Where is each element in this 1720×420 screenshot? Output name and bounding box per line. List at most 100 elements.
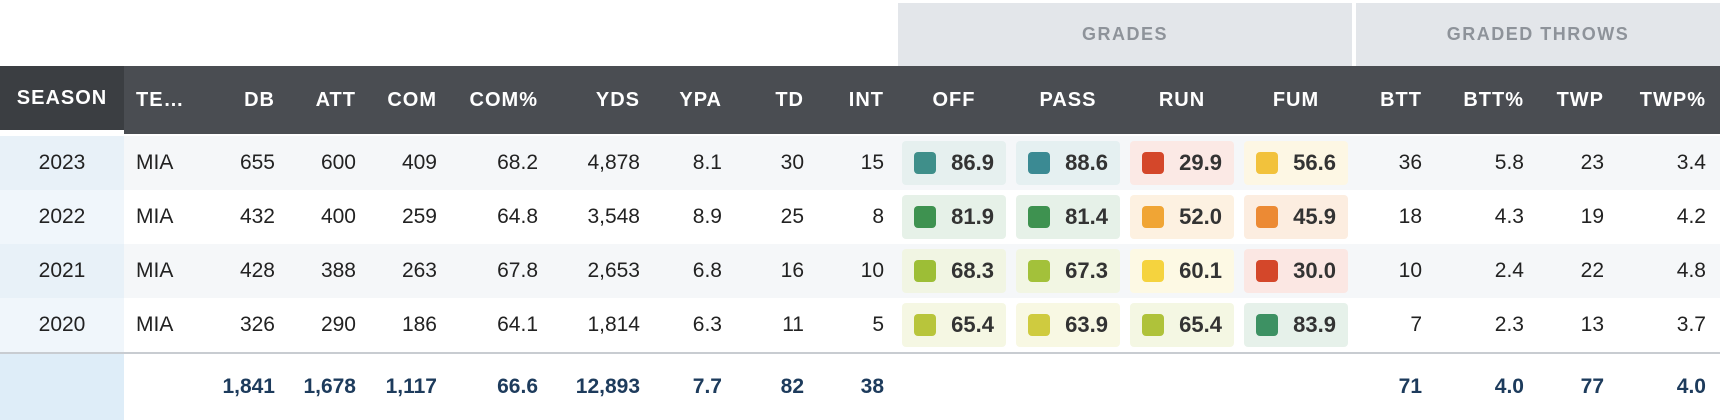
column-header-com-pct[interactable]: COM% [469,88,538,111]
grade-value: 45.9 [1293,204,1336,229]
column-header-run[interactable]: RUN [1158,88,1206,111]
grade-swatch-icon [1142,260,1164,282]
fum-grade: 45.9 [1244,195,1348,239]
grade-swatch-icon [914,314,936,336]
grade-value: 81.9 [951,204,994,229]
ypa-cell: 6.3 [692,313,722,336]
column-header-td[interactable]: TD [775,88,804,111]
total-ypa: 7.7 [692,375,722,398]
td-cell: 25 [780,205,804,228]
total-int: 38 [860,375,884,398]
column-header-com[interactable]: COM [387,88,437,111]
season-cell: 2020 [0,298,124,352]
fum-grade: 56.6 [1244,141,1348,185]
yds-cell: 1,814 [587,313,640,336]
table-row[interactable]: 2023 MIA 655 600 409 68.2 4,878 8.1 30 15 36 5.8 23 3… [0,136,1720,190]
grade-swatch-icon [1142,206,1164,228]
twp-cell: 23 [1580,151,1604,174]
td-cell: 11 [782,313,804,336]
column-header-ypa[interactable]: YPA [679,88,722,111]
column-header-yds[interactable]: YDS [595,88,640,111]
column-header-db[interactable]: DB [244,88,275,111]
team-cell: MIA [136,151,174,174]
table-row[interactable]: 2020 MIA 326 290 186 64.1 1,814 6.3 11 5 7 2.3 13 3.7… [0,298,1720,352]
pass-grade: 81.4 [1016,195,1120,239]
pass-grade: 67.3 [1016,249,1120,293]
team-cell: MIA [136,259,174,282]
grade-swatch-icon [914,152,936,174]
int-cell: 10 [860,259,884,282]
group-header-row: GRADES GRADED THROWS [0,0,1720,66]
grade-swatch-icon [1256,152,1278,174]
grade-swatch-icon [1142,314,1164,336]
team-cell: MIA [136,205,174,228]
column-header-season[interactable]: SEASON [0,66,124,134]
com-cell: 259 [401,205,437,228]
grade-value: 65.4 [1179,312,1222,337]
column-header-off[interactable]: OFF [932,88,976,111]
team-cell: MIA [136,313,174,336]
grade-swatch-icon [1028,152,1050,174]
grade-swatch-icon [1028,206,1050,228]
att-cell: 388 [320,259,356,282]
btt-cell: 7 [1410,313,1422,336]
column-header-twp-pct[interactable]: TWP% [1639,88,1706,111]
totals-divider [0,352,1720,354]
total-yds: 12,893 [575,375,640,398]
column-header-int[interactable]: INT [848,88,884,111]
total-db: 1,841 [222,375,275,398]
grade-swatch-icon [1256,260,1278,282]
db-cell: 655 [239,151,275,174]
grade-swatch-icon [1256,206,1278,228]
td-cell: 30 [780,151,804,174]
column-header-row: SEASON TE… DB ATT COM COM% YDS YPA TD IN… [0,66,1720,134]
season-cell: 2023 [0,136,124,190]
off-grade: 65.4 [902,303,1006,347]
grade-value: 68.3 [951,258,994,283]
com-cell: 263 [401,259,437,282]
ypa-cell: 8.9 [692,205,722,228]
btt-cell: 36 [1398,151,1422,174]
int-cell: 15 [860,151,884,174]
btt-pct-cell: 2.3 [1494,313,1524,336]
fum-grade: 30.0 [1244,249,1348,293]
com-cell: 409 [401,151,437,174]
total-twp: 77 [1580,375,1604,398]
grade-value: 56.6 [1293,150,1336,175]
total-btt: 71 [1398,375,1422,398]
column-header-twp[interactable]: TWP [1556,88,1604,111]
group-header-grades: GRADES [898,3,1352,66]
grade-value: 52.0 [1179,204,1222,229]
totals-season-cell [0,354,124,420]
column-header-team[interactable]: TE… [136,88,185,111]
column-header-fum[interactable]: FUM [1272,88,1320,111]
db-cell: 326 [239,313,275,336]
btt-cell: 10 [1398,259,1422,282]
off-grade: 68.3 [902,249,1006,293]
grade-value: 29.9 [1179,150,1222,175]
table-row[interactable]: 2021 MIA 428 388 263 67.8 2,653 6.8 16 10 10 2.4 22 4… [0,244,1720,298]
grade-value: 83.9 [1293,312,1336,337]
btt-cell: 18 [1398,205,1422,228]
season-cell: 2021 [0,244,124,298]
run-grade: 52.0 [1130,195,1234,239]
btt-pct-cell: 5.8 [1494,151,1524,174]
db-cell: 432 [239,205,275,228]
twp-cell: 19 [1580,205,1604,228]
twp-cell: 13 [1580,313,1604,336]
grade-value: 65.4 [951,312,994,337]
column-header-att[interactable]: ATT [315,88,356,111]
column-header-btt[interactable]: BTT [1380,88,1422,111]
table-row[interactable]: 2022 MIA 432 400 259 64.8 3,548 8.9 25 8 18 4.3 19 4.… [0,190,1720,244]
att-cell: 400 [320,205,356,228]
yds-cell: 4,878 [587,151,640,174]
column-header-btt-pct[interactable]: BTT% [1463,88,1524,111]
grade-swatch-icon [1142,152,1164,174]
column-header-pass[interactable]: PASS [1039,88,1097,111]
totals-row: 1,841 1,678 1,117 66.6 12,893 7.7 82 38 … [0,354,1720,420]
twp-cell: 22 [1580,259,1604,282]
total-td: 82 [780,375,804,398]
grade-swatch-icon [1028,314,1050,336]
btt-pct-cell: 2.4 [1494,259,1524,282]
